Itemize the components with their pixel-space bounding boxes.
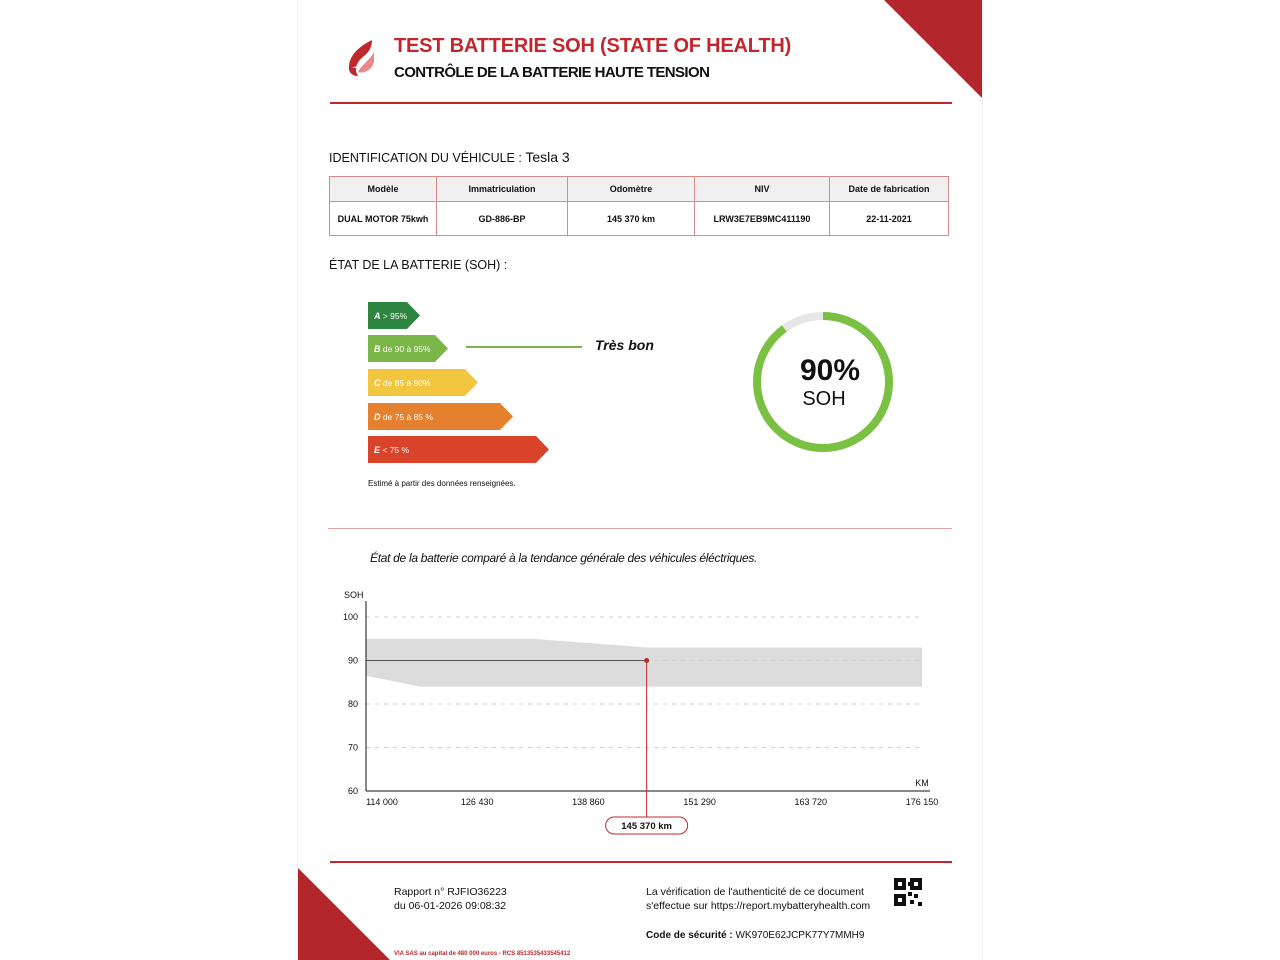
energy-class-label: C de 85 à 90% (368, 370, 431, 396)
table-header-row: Modèle Immatriculation Odomètre NIV Date… (329, 176, 949, 202)
report-page: TEST BATTERIE SOH (STATE OF HEALTH) CONT… (298, 0, 982, 960)
page-title: TEST BATTERIE SOH (STATE OF HEALTH) (394, 35, 792, 57)
x-tick-label: 114 000 (366, 797, 398, 807)
x-axis-label: KM (915, 778, 929, 788)
soh-percent: 90% (799, 354, 861, 387)
chart-title: État de la batterie comparé à la tendanc… (370, 551, 758, 565)
energy-class-letter: A (374, 311, 381, 321)
vin-cell: LRW3E7EB9MC411190 (694, 201, 830, 236)
energy-class-arrow-c (368, 369, 478, 396)
data-point (644, 658, 650, 663)
energy-class-arrow-e (368, 436, 549, 463)
y-tick-label: 80 (348, 699, 358, 709)
vehicle-label: IDENTIFICATION DU VÉHICULE : (329, 151, 522, 165)
x-tick-label: 126 430 (461, 797, 494, 807)
column-header: Date de fabrication (829, 176, 949, 202)
energy-class-letter: D (374, 412, 381, 422)
table-row: DUAL MOTOR 75kwh GD-886-BP 145 370 km LR… (329, 201, 949, 236)
x-tick-label: 138 860 (572, 797, 605, 807)
x-tick-label: 151 290 (683, 797, 716, 807)
model-cell: DUAL MOTOR 75kwh (329, 201, 437, 236)
soh-gauge (753, 312, 893, 452)
legal-mention: VIA SAS au capital de 480 000 euros - RC… (394, 951, 571, 957)
security-code-value: WK970E62JCPK77Y7MMH9 (735, 930, 865, 941)
odometer-cell: 145 370 km (567, 201, 695, 236)
energy-class-range: < 75 % (380, 445, 410, 455)
x-tick-label: 163 720 (795, 797, 828, 807)
odometer-badge-label: 145 370 km (621, 821, 672, 832)
soh-label: SOH (802, 388, 846, 410)
energy-class-arrow-b (368, 335, 448, 362)
section-divider (328, 528, 952, 529)
energy-class-letter: C (374, 378, 381, 388)
energy-class-range: de 90 à 95% (380, 344, 431, 354)
y-tick-label: 70 (348, 743, 358, 753)
gauge-arc (753, 312, 893, 452)
manufacture-date-cell: 22-11-2021 (829, 201, 949, 236)
report-date: du 06-01-2026 09:08:32 (394, 900, 507, 912)
brand-logo-icon (348, 40, 374, 76)
y-tick-label: 60 (348, 786, 358, 796)
registration-cell: GD-886-BP (436, 201, 568, 236)
security-code-label: Code de sécurité : (646, 930, 733, 941)
report-number: Rapport n° RJFIO36223 (394, 886, 507, 898)
page-subtitle: CONTRÔLE DE LA BATTERIE HAUTE TENSION (394, 64, 710, 81)
verification-info: La vérification de l'authenticité de ce … (646, 885, 870, 913)
corner-decoration-top (884, 0, 982, 98)
estimate-note: Estimé à partir des données renseignées. (368, 479, 516, 488)
vehicle-section-label: IDENTIFICATION DU VÉHICULE : Tesla 3 (329, 149, 570, 165)
column-header: Immatriculation (436, 176, 568, 202)
vehicle-name: Tesla 3 (525, 149, 570, 165)
energy-class-letter: E (374, 445, 381, 455)
vehicle-table: Modèle Immatriculation Odomètre NIV Date… (329, 176, 949, 236)
trend-band (366, 638, 922, 687)
energy-class-letter: B (374, 344, 381, 354)
header-divider (330, 102, 952, 104)
rating-text: Très bon (595, 337, 654, 353)
verification-line-2: s'effectue sur https://report.mybatteryh… (646, 900, 871, 912)
security-code: Code de sécurité : WK970E62JCPK77Y7MMH9 (646, 930, 864, 941)
energy-class-arrow-a (368, 302, 420, 329)
column-header: Modèle (329, 176, 437, 202)
energy-class-range: de 85 à 90% (380, 378, 431, 388)
y-tick-label: 100 (343, 612, 358, 622)
corner-decoration-bottom (298, 868, 390, 960)
column-header: NIV (694, 176, 830, 202)
energy-class-label: E < 75 % (368, 437, 409, 463)
column-header: Odomètre (567, 176, 695, 202)
energy-class-label: B de 90 à 95% (368, 336, 431, 362)
energy-class-range: > 95% (380, 311, 408, 321)
energy-class-range: de 75 à 85 % (380, 412, 433, 422)
odometer-badge (605, 816, 689, 835)
soh-trend-chart: 100 90 80 70 60 SOH KM 114 000 126 430 138 860 151… (343, 590, 939, 835)
energy-class-label: A > 95% (368, 303, 407, 329)
battery-section-label: ÉTAT DE LA BATTERIE (SOH) : (329, 258, 508, 272)
footer-divider (330, 861, 952, 863)
report-info: Rapport n° RJFIO36223 du 06-01-2026 09:0… (394, 885, 507, 913)
energy-class-arrow-d (368, 403, 513, 430)
verification-line-1: La vérification de l'authenticité de ce … (646, 886, 864, 898)
x-tick-label: 176 150 (906, 797, 939, 807)
rating-indicator-line (466, 346, 582, 348)
energy-class-label: D de 75 à 85 % (368, 404, 433, 430)
qr-code-icon (894, 878, 922, 906)
y-axis-label: SOH (344, 590, 364, 600)
y-tick-label: 90 (348, 656, 358, 666)
